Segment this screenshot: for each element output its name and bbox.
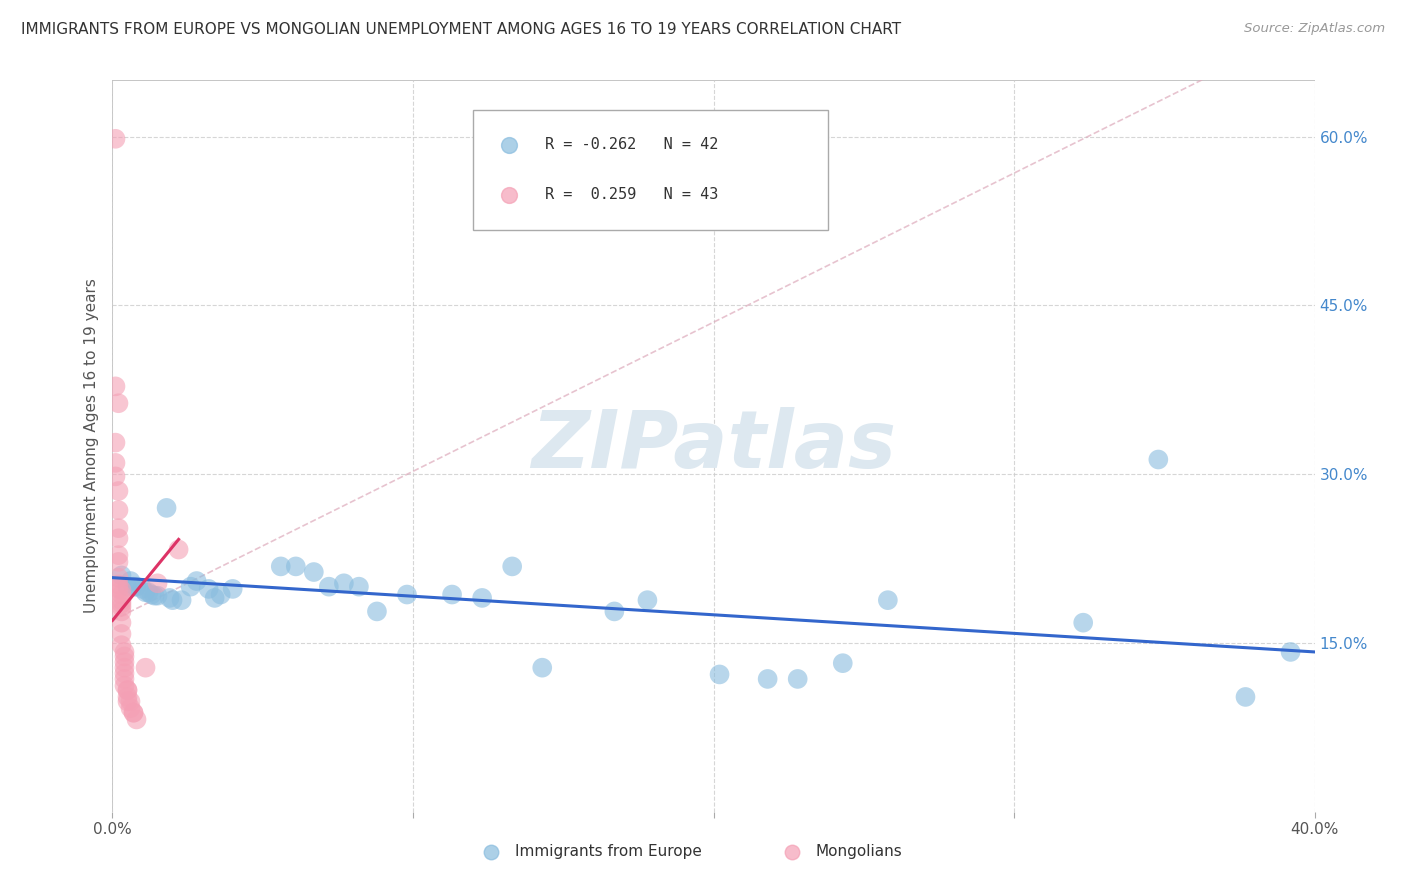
Point xyxy=(117,690,139,704)
Point xyxy=(170,593,193,607)
Point xyxy=(141,588,163,602)
Point xyxy=(110,615,132,630)
Point xyxy=(122,706,145,720)
Point xyxy=(107,521,129,535)
Point xyxy=(366,604,388,618)
Point xyxy=(104,456,127,470)
Point xyxy=(302,565,325,579)
Point xyxy=(159,591,181,605)
Point xyxy=(1279,645,1302,659)
Point xyxy=(125,580,148,594)
Point xyxy=(110,568,132,582)
Point xyxy=(122,706,145,720)
Text: R =  0.259   N = 43: R = 0.259 N = 43 xyxy=(546,187,718,202)
Point xyxy=(114,649,136,664)
Point xyxy=(204,591,226,605)
Point xyxy=(107,548,129,562)
Point xyxy=(756,672,779,686)
Point xyxy=(117,694,139,708)
Point xyxy=(1147,452,1170,467)
Point xyxy=(131,582,153,596)
Point xyxy=(876,593,898,607)
Point xyxy=(441,588,464,602)
Point xyxy=(395,588,418,602)
Point xyxy=(114,672,136,686)
Point xyxy=(110,597,132,611)
Point xyxy=(135,661,157,675)
Text: R = -0.262   N = 42: R = -0.262 N = 42 xyxy=(546,137,718,153)
Text: Source: ZipAtlas.com: Source: ZipAtlas.com xyxy=(1244,22,1385,36)
Point xyxy=(120,694,142,708)
Point xyxy=(162,593,184,607)
Point xyxy=(1047,866,1070,880)
Point xyxy=(270,559,292,574)
Point xyxy=(186,574,208,588)
Point xyxy=(120,574,142,588)
Point xyxy=(125,713,148,727)
Text: Mongolians: Mongolians xyxy=(815,845,903,860)
Text: Immigrants from Europe: Immigrants from Europe xyxy=(515,845,702,860)
Point xyxy=(110,599,132,614)
Point xyxy=(167,542,190,557)
Point xyxy=(110,638,132,652)
Point xyxy=(110,588,132,602)
Point xyxy=(107,582,129,596)
Point xyxy=(318,580,340,594)
Point xyxy=(104,379,127,393)
Point xyxy=(107,571,129,585)
Text: IMMIGRANTS FROM EUROPE VS MONGOLIAN UNEMPLOYMENT AMONG AGES 16 TO 19 YEARS CORRE: IMMIGRANTS FROM EUROPE VS MONGOLIAN UNEM… xyxy=(21,22,901,37)
Point xyxy=(180,580,202,594)
Point xyxy=(107,577,129,591)
Point xyxy=(104,132,127,146)
Point xyxy=(284,559,307,574)
Point xyxy=(1071,615,1094,630)
FancyBboxPatch shape xyxy=(472,110,828,230)
Point xyxy=(209,588,232,602)
Point xyxy=(531,661,554,675)
Point xyxy=(104,469,127,483)
Point xyxy=(222,582,245,596)
Point xyxy=(146,589,169,603)
Point xyxy=(347,580,370,594)
Point xyxy=(603,604,626,618)
Point xyxy=(114,645,136,659)
Point xyxy=(122,580,145,594)
Point xyxy=(636,593,658,607)
Point xyxy=(107,555,129,569)
Point xyxy=(135,585,157,599)
Point xyxy=(110,627,132,641)
Point xyxy=(104,435,127,450)
Point xyxy=(117,683,139,698)
Point xyxy=(110,604,132,618)
Point xyxy=(114,679,136,693)
Point xyxy=(107,531,129,545)
Point xyxy=(471,591,494,605)
Point xyxy=(146,576,169,591)
Point xyxy=(143,589,166,603)
Point xyxy=(114,655,136,669)
Point xyxy=(107,483,129,498)
Y-axis label: Unemployment Among Ages 16 to 19 years: Unemployment Among Ages 16 to 19 years xyxy=(83,278,98,614)
Text: ZIPatlas: ZIPatlas xyxy=(531,407,896,485)
Point xyxy=(197,582,219,596)
Point xyxy=(107,503,129,517)
Point xyxy=(117,580,139,594)
Point xyxy=(107,396,129,410)
Point xyxy=(501,559,523,574)
Point xyxy=(138,585,160,599)
Point xyxy=(333,576,356,591)
Point xyxy=(110,582,132,597)
Point xyxy=(110,593,132,607)
Point xyxy=(831,656,853,670)
Point xyxy=(786,672,808,686)
Point xyxy=(120,701,142,715)
Point xyxy=(709,667,731,681)
Point xyxy=(114,666,136,681)
Point xyxy=(155,500,177,515)
Point xyxy=(1234,690,1257,704)
Point xyxy=(114,661,136,675)
Point xyxy=(117,683,139,698)
